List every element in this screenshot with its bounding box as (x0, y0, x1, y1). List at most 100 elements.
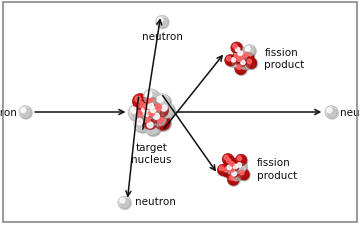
Circle shape (236, 49, 244, 57)
Circle shape (236, 162, 247, 173)
Circle shape (20, 107, 32, 119)
Circle shape (141, 101, 157, 117)
Circle shape (232, 59, 240, 68)
Circle shape (135, 109, 151, 125)
Circle shape (326, 107, 338, 119)
Circle shape (136, 101, 152, 117)
Circle shape (156, 16, 168, 29)
Circle shape (135, 97, 141, 103)
Circle shape (248, 61, 256, 69)
Circle shape (238, 58, 247, 67)
Circle shape (144, 96, 160, 112)
Circle shape (217, 164, 229, 176)
Circle shape (237, 58, 242, 62)
Circle shape (232, 163, 244, 175)
Circle shape (225, 158, 237, 169)
Circle shape (327, 108, 332, 113)
Circle shape (149, 111, 161, 123)
Circle shape (238, 164, 246, 172)
Circle shape (237, 66, 246, 75)
Circle shape (222, 167, 234, 178)
Circle shape (226, 57, 231, 61)
Circle shape (230, 168, 234, 172)
Circle shape (244, 45, 255, 57)
Circle shape (144, 95, 159, 111)
Circle shape (152, 112, 167, 128)
Circle shape (245, 58, 257, 69)
Circle shape (138, 102, 144, 108)
Circle shape (139, 103, 150, 115)
Circle shape (228, 166, 237, 175)
Circle shape (149, 110, 155, 117)
Circle shape (238, 52, 242, 56)
Circle shape (247, 60, 252, 64)
Circle shape (230, 177, 239, 185)
Circle shape (226, 164, 238, 176)
Circle shape (154, 103, 170, 119)
Circle shape (231, 44, 243, 55)
Circle shape (148, 123, 160, 135)
Circle shape (147, 122, 153, 128)
Circle shape (234, 165, 243, 174)
Circle shape (226, 164, 238, 176)
Circle shape (121, 199, 130, 209)
Circle shape (136, 98, 148, 110)
Circle shape (150, 111, 167, 127)
Circle shape (244, 46, 256, 58)
Circle shape (146, 102, 162, 117)
Circle shape (144, 91, 160, 106)
Circle shape (235, 155, 247, 166)
Circle shape (147, 109, 163, 125)
Circle shape (230, 162, 239, 171)
Circle shape (148, 104, 163, 120)
Circle shape (234, 47, 246, 58)
Circle shape (233, 45, 237, 49)
Circle shape (225, 55, 236, 67)
Circle shape (144, 90, 160, 106)
Circle shape (156, 116, 171, 132)
Circle shape (147, 109, 163, 125)
Circle shape (225, 163, 237, 175)
Circle shape (229, 167, 240, 178)
Circle shape (227, 160, 236, 168)
Circle shape (236, 56, 248, 68)
Circle shape (231, 43, 242, 54)
Circle shape (236, 155, 248, 167)
Circle shape (239, 54, 251, 65)
Circle shape (135, 99, 151, 115)
Circle shape (229, 176, 234, 180)
Circle shape (230, 169, 239, 177)
Circle shape (246, 59, 258, 70)
Circle shape (159, 104, 175, 120)
Circle shape (143, 89, 159, 105)
Circle shape (149, 106, 165, 122)
Circle shape (145, 101, 161, 117)
Circle shape (135, 118, 151, 133)
Circle shape (218, 165, 230, 177)
Circle shape (239, 59, 250, 70)
Circle shape (145, 121, 162, 137)
Circle shape (222, 154, 234, 165)
Circle shape (136, 119, 143, 125)
Circle shape (229, 161, 240, 172)
Circle shape (138, 120, 149, 132)
Circle shape (225, 56, 237, 68)
Circle shape (159, 104, 175, 120)
Circle shape (143, 104, 149, 110)
Text: neutron: neutron (339, 108, 360, 117)
Circle shape (241, 61, 245, 65)
Circle shape (142, 109, 158, 125)
Circle shape (153, 102, 168, 118)
Circle shape (237, 163, 242, 167)
Circle shape (132, 94, 148, 110)
Circle shape (139, 104, 155, 120)
Circle shape (136, 100, 152, 116)
Circle shape (147, 98, 159, 110)
Circle shape (224, 169, 233, 177)
Circle shape (145, 121, 161, 137)
Circle shape (158, 18, 163, 23)
Circle shape (135, 110, 151, 125)
Circle shape (162, 106, 174, 118)
Circle shape (134, 95, 149, 111)
Circle shape (228, 166, 239, 178)
